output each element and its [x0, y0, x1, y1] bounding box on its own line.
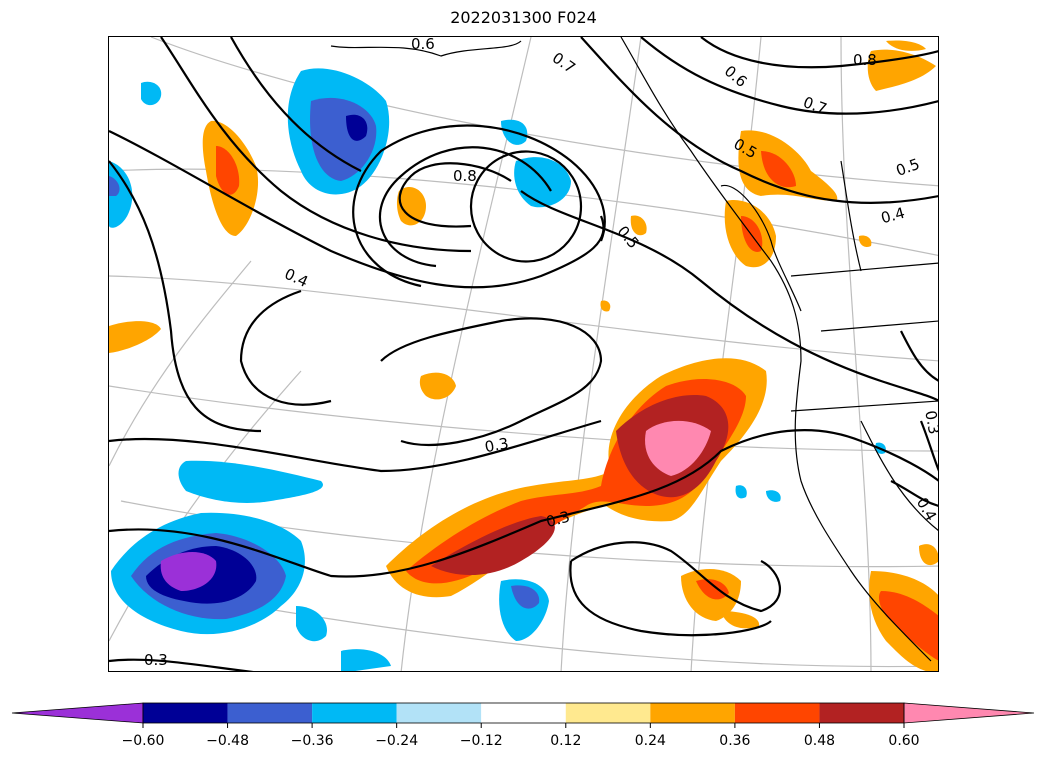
colorbar-tick-label: −0.12	[460, 733, 503, 749]
contour-label: 0.8	[853, 51, 877, 69]
colorbar-outline	[142, 702, 905, 724]
colorbar-tick-label: 0.60	[888, 733, 919, 749]
colorbar-tick-label: 0.36	[719, 733, 750, 749]
contour-label: 0.4	[282, 265, 311, 291]
contour-label: 0.3	[144, 651, 168, 669]
contour-label: 0.8	[453, 167, 477, 185]
colorbar-bin	[143, 703, 228, 723]
colorbar-bin	[396, 703, 482, 723]
coastlines	[330, 37, 938, 662]
contour-label: 0.7	[801, 93, 830, 118]
colorbar-bin	[734, 703, 820, 723]
contour-lines	[109, 37, 938, 671]
colorbar-ticks: −0.60 −0.48 −0.36 −0.24 −0.12 0.12 0.24 0.36 0.4…	[122, 723, 920, 749]
colorbar-boxes	[11, 702, 1035, 724]
map-panel: 0.8 0.7 0.6 0.7 0.8 0.6 0.5 0.5 0.4 0.4 …	[108, 36, 939, 672]
contour-label: 0.3	[921, 409, 939, 436]
colorbar-tick-label: −0.60	[122, 733, 165, 749]
colorbar-extend-low	[11, 702, 144, 724]
colorbar-bin	[312, 703, 397, 723]
contour-label: 0.6	[411, 37, 435, 53]
colorbar-bin	[481, 703, 566, 723]
colorbar: −0.60 −0.48 −0.36 −0.24 −0.12 0.12 0.24 0.36 0.4…	[0, 690, 1047, 760]
contour-label: 0.3	[544, 507, 572, 531]
colorbar-bin	[650, 703, 735, 723]
contour-label: 0.4	[879, 204, 907, 228]
contour-label: 0.6	[721, 62, 751, 91]
colorbar-bin	[819, 703, 904, 723]
colorbar-extend-high	[903, 702, 1035, 724]
colorbar-tick-label: 0.24	[635, 733, 666, 749]
contour-label: 0.4	[913, 494, 939, 524]
map-title: 2022031300 F024	[450, 8, 597, 27]
colorbar-tick-label: −0.24	[375, 733, 418, 749]
contour-label: 0.3	[483, 434, 510, 456]
colorbar-bin	[565, 703, 651, 723]
contour-label: 0.7	[549, 49, 579, 77]
colorbar-tick-label: 0.12	[550, 733, 581, 749]
colorbar-bin	[227, 703, 313, 723]
contour-label: 0.5	[894, 155, 923, 180]
colorbar-tick-label: 0.48	[804, 733, 835, 749]
colorbar-tick-label: −0.36	[291, 733, 334, 749]
anomaly-fills	[109, 40, 938, 671]
colorbar-svg: −0.60 −0.48 −0.36 −0.24 −0.12 0.12 0.24 0.36 0.4…	[11, 702, 1035, 749]
map-canvas: 0.8 0.7 0.6 0.7 0.8 0.6 0.5 0.5 0.4 0.4 …	[109, 37, 939, 671]
colorbar-tick-label: −0.48	[206, 733, 249, 749]
